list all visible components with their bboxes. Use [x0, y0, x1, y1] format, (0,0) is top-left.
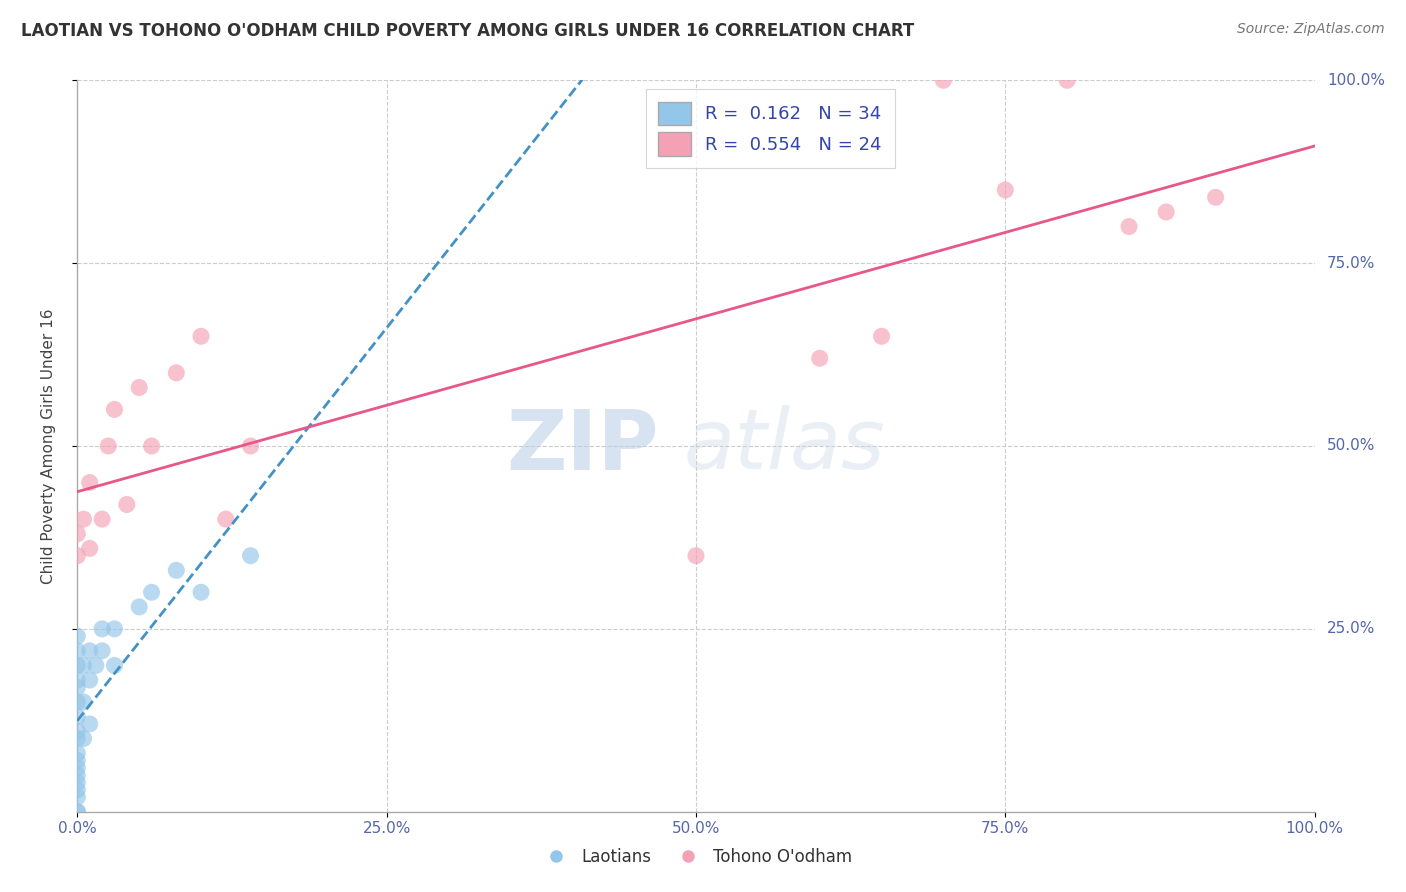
- Point: [115, 498, 138, 512]
- Point: [190, 329, 212, 343]
- Point: [932, 73, 955, 87]
- Point: [66, 724, 89, 739]
- Point: [190, 585, 212, 599]
- Point: [66, 768, 89, 782]
- Point: [79, 644, 101, 658]
- Text: atlas: atlas: [683, 406, 886, 486]
- Point: [103, 622, 125, 636]
- Point: [66, 731, 89, 746]
- Point: [91, 512, 114, 526]
- Text: Source: ZipAtlas.com: Source: ZipAtlas.com: [1237, 22, 1385, 37]
- Point: [128, 380, 150, 394]
- Point: [79, 475, 101, 490]
- Point: [97, 439, 120, 453]
- Point: [79, 541, 101, 556]
- Point: [66, 746, 89, 760]
- Point: [79, 717, 101, 731]
- Point: [66, 790, 89, 805]
- Point: [1118, 219, 1140, 234]
- Point: [72, 658, 94, 673]
- Point: [141, 439, 163, 453]
- Text: LAOTIAN VS TOHONO O'ODHAM CHILD POVERTY AMONG GIRLS UNDER 16 CORRELATION CHART: LAOTIAN VS TOHONO O'ODHAM CHILD POVERTY …: [21, 22, 914, 40]
- Point: [808, 351, 831, 366]
- Point: [66, 709, 89, 723]
- Text: 100.0%: 100.0%: [1327, 73, 1385, 87]
- Point: [66, 526, 89, 541]
- Point: [165, 366, 187, 380]
- Point: [66, 782, 89, 797]
- Point: [239, 549, 262, 563]
- Legend: Laotians, Tohono O'odham: Laotians, Tohono O'odham: [533, 841, 859, 873]
- Point: [141, 585, 163, 599]
- Point: [66, 629, 89, 643]
- Point: [215, 512, 238, 526]
- Point: [72, 731, 94, 746]
- Text: 50.0%: 50.0%: [1327, 439, 1375, 453]
- Point: [66, 681, 89, 695]
- Point: [72, 695, 94, 709]
- Point: [103, 658, 125, 673]
- Text: ZIP: ZIP: [506, 406, 659, 486]
- Point: [103, 402, 125, 417]
- Point: [66, 673, 89, 687]
- Point: [79, 673, 101, 687]
- Point: [91, 622, 114, 636]
- Point: [1154, 205, 1177, 219]
- Point: [66, 658, 89, 673]
- Point: [66, 549, 89, 563]
- Point: [66, 805, 89, 819]
- Point: [1205, 190, 1227, 204]
- Point: [66, 644, 89, 658]
- Text: 25.0%: 25.0%: [1327, 622, 1375, 636]
- Point: [66, 754, 89, 768]
- Point: [128, 599, 150, 614]
- Point: [165, 563, 187, 577]
- Point: [91, 644, 114, 658]
- Point: [66, 761, 89, 775]
- Y-axis label: Child Poverty Among Girls Under 16: Child Poverty Among Girls Under 16: [42, 309, 56, 583]
- Point: [66, 695, 89, 709]
- Point: [72, 512, 94, 526]
- Point: [870, 329, 893, 343]
- Point: [685, 549, 707, 563]
- Point: [66, 775, 89, 789]
- Point: [66, 805, 89, 819]
- Point: [994, 183, 1017, 197]
- Point: [239, 439, 262, 453]
- Point: [84, 658, 107, 673]
- Text: 75.0%: 75.0%: [1327, 256, 1375, 270]
- Point: [1056, 73, 1078, 87]
